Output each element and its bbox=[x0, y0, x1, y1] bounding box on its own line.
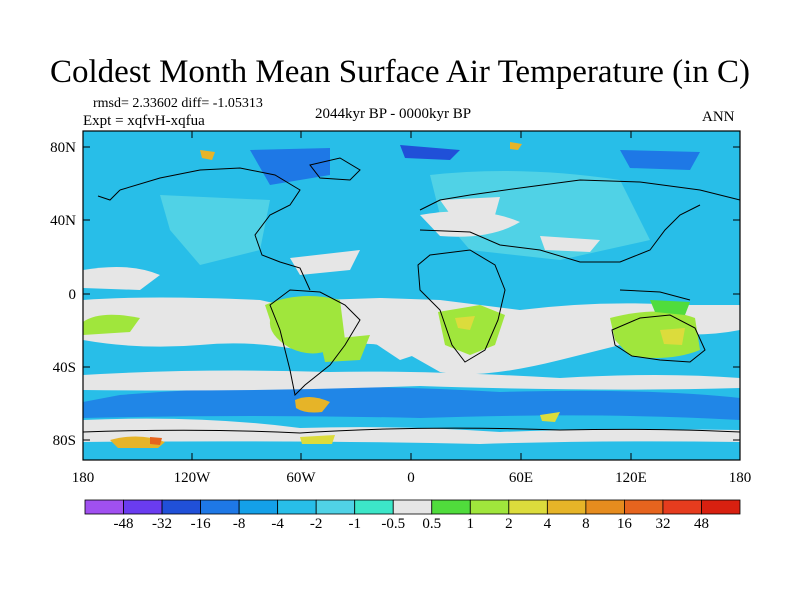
colorbar-swatch bbox=[84, 499, 124, 515]
stats-label: rmsd= 2.33602 diff= -1.05313 bbox=[93, 96, 263, 111]
map-title: Coldest Month Mean Surface Air Temperatu… bbox=[50, 54, 750, 90]
colorbar bbox=[84, 499, 741, 515]
colorbar-swatch bbox=[238, 499, 279, 515]
north-america-field bbox=[160, 195, 270, 265]
south-america-warm bbox=[265, 296, 345, 354]
colorbar-swatch bbox=[469, 499, 510, 515]
lon-label-180w: 180 bbox=[71, 470, 95, 486]
colorbar-swatch bbox=[624, 499, 664, 515]
arctic-deep-patch bbox=[400, 145, 460, 160]
antarctic-orange-1 bbox=[295, 396, 330, 413]
africa-coast bbox=[417, 249, 506, 363]
colorbar-tick-label: -0.5 bbox=[381, 516, 406, 532]
indonesia-coast bbox=[619, 289, 691, 301]
colorbar-tick-label: 4 bbox=[543, 516, 552, 532]
colorbar-swatch bbox=[315, 499, 356, 515]
atlantic-neutral bbox=[370, 298, 440, 360]
australia-yellow bbox=[660, 328, 685, 345]
lat-label-0: 0 bbox=[68, 287, 77, 303]
lon-label-180e: 180 bbox=[728, 470, 752, 486]
lat-label-40n: 40N bbox=[50, 213, 76, 229]
colorbar-swatch bbox=[431, 499, 471, 515]
eurasia-south-coast bbox=[419, 204, 701, 263]
lon-label-120e: 120E bbox=[615, 470, 647, 486]
season-label: ANN bbox=[702, 109, 735, 125]
lon-label-120w: 120W bbox=[173, 470, 211, 486]
lon-label-60w: 60W bbox=[286, 470, 316, 486]
antarctic-yellow bbox=[300, 435, 335, 444]
colorbar-swatch bbox=[392, 499, 433, 515]
experiment-label: Expt = xqfvH-xqfua bbox=[83, 113, 205, 129]
temperature-field bbox=[83, 131, 740, 460]
india-neutral bbox=[540, 236, 600, 252]
colorbar-tick-label: -2 bbox=[309, 516, 323, 532]
lon-label-0: 0 bbox=[407, 470, 415, 486]
colorbar-swatch bbox=[662, 499, 702, 515]
southern-yellow bbox=[540, 412, 560, 422]
europe-neutral bbox=[440, 197, 500, 215]
arctic-orange bbox=[200, 150, 215, 160]
colorbar-swatch bbox=[277, 499, 317, 515]
eurasia-north-coast bbox=[419, 179, 741, 211]
alaska-coast bbox=[97, 189, 121, 201]
antarctica-coast bbox=[82, 427, 741, 434]
colorbar-tick-label: -1 bbox=[348, 516, 361, 532]
lat-label-40s: 40S bbox=[52, 360, 76, 376]
caribbean-neutral bbox=[290, 250, 360, 275]
australia-coast bbox=[611, 314, 706, 363]
brazil-warm bbox=[320, 335, 370, 362]
colorbar-swatch bbox=[123, 499, 163, 515]
colorbar-tick-label: 48 bbox=[693, 516, 709, 532]
colorbar-tick-label: 0.5 bbox=[422, 516, 442, 532]
south-america-coast bbox=[269, 289, 361, 397]
southern-neutral-band bbox=[83, 370, 740, 391]
lat-label-80n: 80N bbox=[50, 140, 76, 156]
colorbar-tick-label: 16 bbox=[616, 516, 632, 532]
mediterranean-neutral bbox=[420, 211, 520, 237]
colorbar-tick-label: -8 bbox=[232, 516, 246, 532]
greenland-coast bbox=[309, 157, 361, 181]
period-label: 2044kyr BP - 0000kyr BP bbox=[315, 106, 472, 122]
colorbar-swatch bbox=[508, 499, 548, 515]
axis-ticks bbox=[83, 131, 740, 460]
colorbar-swatch bbox=[701, 499, 741, 515]
colorbar-swatch bbox=[354, 499, 394, 515]
siberia-cool-patch bbox=[620, 150, 700, 170]
colorbar-tick-label: 1 bbox=[466, 516, 475, 532]
lon-label-60e: 60E bbox=[508, 470, 534, 486]
australia-warm bbox=[610, 311, 700, 358]
lat-label-80s: 80S bbox=[52, 433, 76, 449]
arctic-orange-2 bbox=[510, 142, 522, 150]
colorbar-tick-label: 8 bbox=[582, 516, 590, 532]
antarctic-red-spot bbox=[150, 437, 162, 445]
colorbar-tick-label: -16 bbox=[190, 516, 211, 532]
colorbar-swatch bbox=[585, 499, 625, 515]
colorbar-swatch bbox=[161, 499, 201, 515]
indonesia-warm bbox=[650, 300, 690, 315]
coastlines bbox=[82, 157, 741, 434]
pacific-warm-patch bbox=[83, 314, 140, 335]
africa-yellow bbox=[455, 316, 475, 330]
arctic-cool-patch bbox=[250, 148, 330, 185]
colorbar-tick-label: 32 bbox=[655, 516, 671, 532]
southern-ocean-band bbox=[83, 386, 740, 420]
north-america-coast bbox=[119, 167, 311, 291]
antarctic-neutral-band bbox=[83, 418, 740, 444]
colorbar-swatch bbox=[546, 499, 587, 515]
colorbar-tick-label: -48 bbox=[113, 516, 134, 532]
colorbar-tick-label: -4 bbox=[271, 516, 284, 532]
pacific-neutral-patch bbox=[83, 266, 160, 290]
colorbar-swatch bbox=[200, 499, 240, 515]
colorbar-tick-label: 2 bbox=[505, 516, 513, 532]
colorbar-tick-label: -32 bbox=[152, 516, 173, 532]
